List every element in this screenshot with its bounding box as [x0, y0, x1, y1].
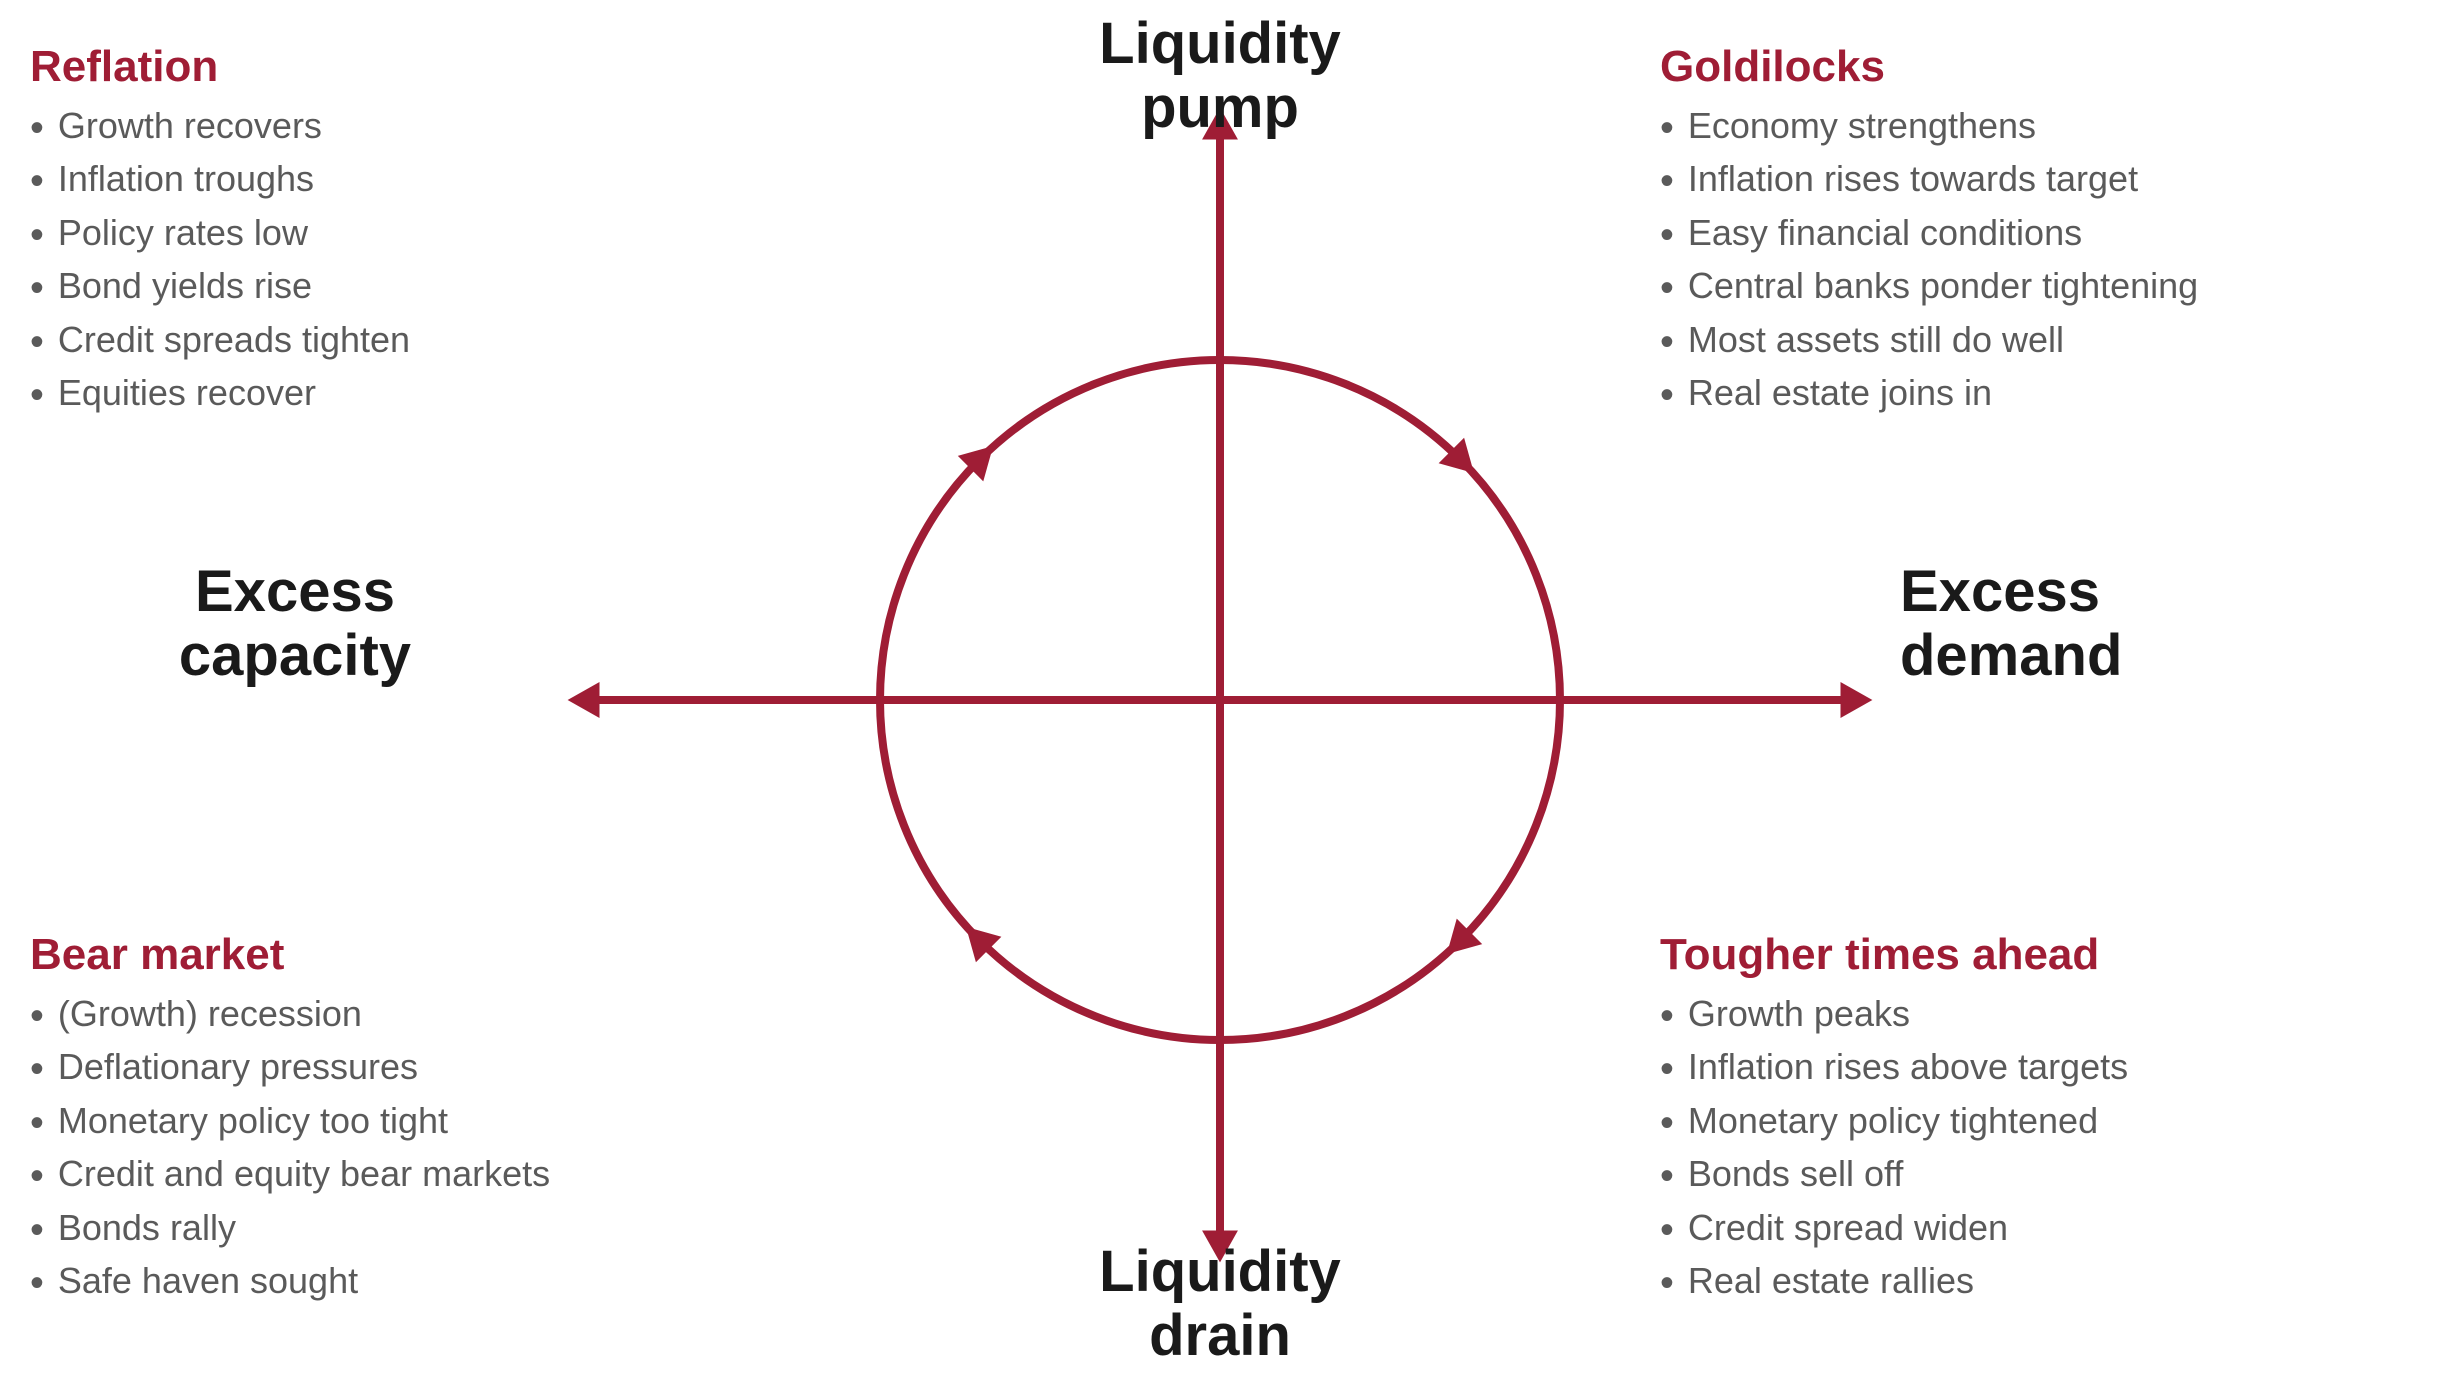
bear-market-item: Safe haven sought: [30, 1257, 710, 1310]
tougher-times-item: Real estate rallies: [1660, 1257, 2420, 1310]
quad-title-goldilocks: Goldilocks: [1660, 42, 2420, 92]
axis-top-line2: pump: [1141, 75, 1299, 140]
axis-left-line2: capacity: [179, 623, 411, 688]
goldilocks-item: Real estate joins in: [1660, 369, 2420, 422]
axis-label-left: Excess capacity: [85, 560, 505, 688]
reflation-item: Growth recovers: [30, 102, 590, 155]
quadrant-bear-market: Bear market (Growth) recessionDeflationa…: [30, 930, 710, 1311]
quad-title-tougher-times: Tougher times ahead: [1660, 930, 2420, 980]
goldilocks-item: Most assets still do well: [1660, 316, 2420, 369]
goldilocks-item: Easy financial conditions: [1660, 209, 2420, 262]
axis-bottom-line2: drain: [1149, 1303, 1291, 1368]
reflation-item: Inflation troughs: [30, 155, 590, 208]
tougher-times-item: Inflation rises above targets: [1660, 1043, 2420, 1096]
bear-market-item: (Growth) recession: [30, 990, 710, 1043]
axis-label-right: Excess demand: [1900, 560, 2320, 688]
bear-market-item: Deflationary pressures: [30, 1043, 710, 1096]
reflation-item: Policy rates low: [30, 209, 590, 262]
reflation-item: Credit spreads tighten: [30, 316, 590, 369]
axis-right-line2: demand: [1900, 623, 2122, 688]
reflation-item: Equities recover: [30, 369, 590, 422]
quad-list-reflation: Growth recoversInflation troughsPolicy r…: [30, 102, 590, 423]
quadrant-reflation: Reflation Growth recoversInflation troug…: [30, 42, 590, 423]
axis-label-bottom: Liquidity drain: [920, 1240, 1520, 1368]
goldilocks-item: Inflation rises towards target: [1660, 155, 2420, 208]
quad-list-bear-market: (Growth) recessionDeflationary pressures…: [30, 990, 710, 1311]
tougher-times-item: Bonds sell off: [1660, 1150, 2420, 1203]
bear-market-item: Monetary policy too tight: [30, 1097, 710, 1150]
goldilocks-item: Economy strengthens: [1660, 102, 2420, 155]
quad-title-bear-market: Bear market: [30, 930, 710, 980]
reflation-item: Bond yields rise: [30, 262, 590, 315]
tougher-times-item: Growth peaks: [1660, 990, 2420, 1043]
bear-market-item: Credit and equity bear markets: [30, 1150, 710, 1203]
tougher-times-item: Monetary policy tightened: [1660, 1097, 2420, 1150]
liquidity-cycle-diagram: Liquidity pump Liquidity drain Excess ca…: [0, 0, 2440, 1394]
quad-list-tougher-times: Growth peaksInflation rises above target…: [1660, 990, 2420, 1311]
tougher-times-item: Credit spread widen: [1660, 1204, 2420, 1257]
bear-market-item: Bonds rally: [30, 1204, 710, 1257]
quad-title-reflation: Reflation: [30, 42, 590, 92]
axis-label-top: Liquidity pump: [920, 12, 1520, 140]
quad-list-goldilocks: Economy strengthensInflation rises towar…: [1660, 102, 2420, 423]
axis-right-line1: Excess: [1900, 559, 2100, 624]
quadrant-goldilocks: Goldilocks Economy strengthensInflation …: [1660, 42, 2420, 423]
goldilocks-item: Central banks ponder tightening: [1660, 262, 2420, 315]
quadrant-tougher-times: Tougher times ahead Growth peaksInflatio…: [1660, 930, 2420, 1311]
axis-left-line1: Excess: [195, 559, 395, 624]
axis-top-line1: Liquidity: [1099, 11, 1341, 76]
axis-bottom-line1: Liquidity: [1099, 1239, 1341, 1304]
